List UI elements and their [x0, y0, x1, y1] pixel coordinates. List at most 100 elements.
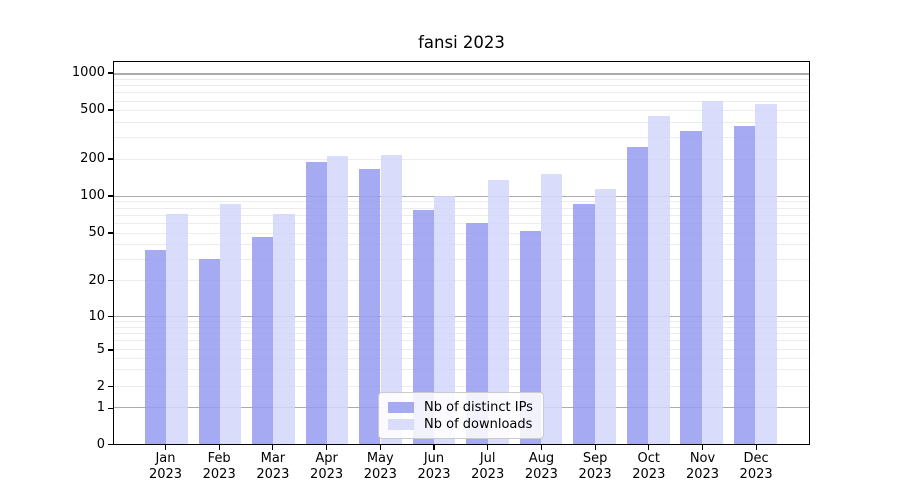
x-axis-labels: Jan 2023 Feb 2023 Mar 2023 Apr 2023 May 2023 Jun 20… — [113, 451, 810, 491]
x-tick-year: 2023 — [471, 466, 505, 482]
x-tick-year: 2023 — [739, 466, 773, 482]
chart-title: fansi 2023 — [418, 33, 505, 52]
y-tick-label: 2 — [96, 378, 105, 394]
minor-gridline — [114, 85, 809, 87]
bar-ips-oct — [626, 147, 649, 444]
bar-downloads-jan — [166, 213, 188, 444]
bar-downloads-may — [380, 154, 402, 444]
bar-downloads-feb — [219, 204, 242, 444]
x-tick-mark — [594, 444, 596, 450]
y-tick-mark — [108, 407, 113, 409]
x-tick-year: 2023 — [310, 466, 344, 482]
y-tick-mark — [108, 158, 113, 160]
x-tick-label: Dec 2023 — [724, 451, 788, 482]
bar-ips-nov — [680, 130, 702, 444]
bar-ips-may — [359, 168, 381, 444]
minor-gridline — [114, 244, 809, 246]
x-tick-label: Jan 2023 — [134, 451, 198, 482]
plot-area — [113, 61, 810, 445]
legend-swatch-downloads — [388, 418, 414, 430]
x-tick-month: May — [366, 451, 394, 466]
bar-ips-apr — [305, 162, 327, 444]
minor-gridline — [114, 100, 809, 102]
minor-gridline — [114, 201, 809, 203]
legend-label-distinct-ips: Nb of distinct IPs — [424, 399, 533, 415]
minor-gridline — [114, 158, 809, 160]
y-tick-mark — [108, 109, 113, 111]
bar-ips-sep — [573, 203, 595, 444]
bar-downloads-jun — [434, 195, 456, 444]
y-tick-mark — [108, 316, 113, 318]
bar-ips-dec — [733, 125, 756, 444]
y-tick-mark — [108, 349, 113, 351]
legend-entry-distinct-ips: Nb of distinct IPs — [388, 399, 535, 415]
y-axis-labels: 0 1 2 5 10 20 50 100 200 500 1000 — [0, 61, 105, 452]
y-tick-label: 100 — [80, 188, 105, 203]
x-tick-month: Apr — [315, 451, 338, 466]
x-tick-month: Oct — [637, 451, 661, 466]
bar-downloads-apr — [326, 156, 349, 444]
major-gridline — [114, 195, 809, 197]
x-tick-label: Jul 2023 — [456, 451, 520, 482]
bar-downloads-sep — [594, 189, 616, 444]
y-tick-mark — [108, 232, 113, 234]
x-tick-label: Aug 2023 — [509, 451, 573, 482]
x-tick-label: Feb 2023 — [187, 451, 251, 482]
major-gridline — [114, 315, 809, 317]
x-tick-month: Nov — [689, 451, 716, 466]
bar-ips-jun — [412, 210, 435, 444]
x-tick-mark — [487, 444, 489, 450]
x-tick-month: Mar — [260, 451, 286, 466]
x-tick-label: May 2023 — [348, 451, 412, 482]
bar-downloads-mar — [273, 213, 295, 444]
y-tick-label: 200 — [80, 151, 105, 166]
minor-gridline — [114, 258, 809, 260]
minor-gridline — [114, 369, 809, 371]
y-tick-label: 20 — [88, 272, 105, 288]
x-tick-mark — [701, 444, 704, 450]
bar-downloads-oct — [648, 115, 670, 444]
y-tick-label: 1000 — [71, 65, 105, 80]
x-tick-month: Sep — [582, 451, 608, 466]
y-tick-mark — [108, 386, 113, 388]
bar-ips-jan — [144, 250, 167, 444]
minor-gridline — [114, 222, 809, 224]
minor-gridline — [114, 79, 809, 81]
x-tick-year: 2023 — [363, 466, 397, 482]
minor-gridline — [114, 357, 809, 359]
x-tick-month: Jun — [423, 451, 445, 466]
minor-gridline — [114, 122, 809, 124]
legend-entry-downloads: Nb of downloads — [388, 416, 535, 432]
y-tick-mark — [108, 72, 113, 74]
x-tick-year: 2023 — [417, 466, 451, 482]
x-tick-mark — [272, 444, 274, 450]
x-tick-year: 2023 — [148, 466, 183, 482]
minor-gridline — [114, 232, 809, 234]
bar-ips-aug — [519, 231, 542, 444]
y-tick-label: 0 — [96, 436, 105, 452]
x-tick-mark — [755, 444, 757, 450]
legend-label-downloads: Nb of downloads — [424, 416, 533, 432]
bar-ips-feb — [198, 259, 220, 444]
x-tick-mark — [379, 444, 381, 450]
minor-gridline — [114, 385, 809, 387]
x-tick-label: Nov 2023 — [671, 451, 735, 482]
bar-downloads-jul — [487, 179, 509, 444]
y-tick-mark — [108, 279, 113, 282]
minor-gridline — [114, 326, 809, 328]
bar-downloads-dec — [755, 103, 777, 444]
x-tick-mark — [326, 444, 328, 450]
bar-downloads-nov — [701, 101, 724, 444]
y-tick-label: 5 — [96, 342, 105, 357]
x-tick-year: 2023 — [524, 466, 558, 482]
minor-gridline — [114, 332, 809, 334]
minor-gridline — [114, 340, 809, 342]
legend-swatch-distinct-ips — [388, 401, 414, 413]
x-tick-year: 2023 — [685, 466, 720, 482]
x-tick-year: 2023 — [578, 466, 612, 482]
x-tick-mark — [540, 444, 542, 450]
major-gridline — [114, 73, 809, 75]
legend: Nb of distinct IPs Nb of downloads — [378, 392, 544, 439]
y-tick-mark — [108, 443, 113, 446]
